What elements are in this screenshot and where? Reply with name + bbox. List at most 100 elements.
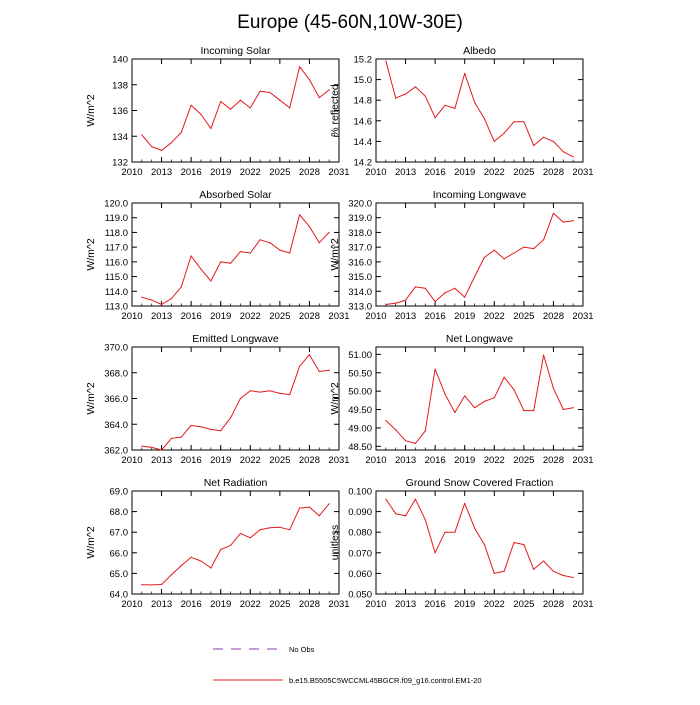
data-point-incoming-longwave xyxy=(395,302,397,304)
x-tick-label-net-longwave: 2010 xyxy=(365,455,386,466)
series-line-ground-snow-covered-fraction xyxy=(385,498,574,578)
x-tick-label-net-radiation: 2013 xyxy=(151,599,172,610)
y-axis-label-incoming-solar: W/m^2 xyxy=(85,94,97,127)
data-point-emitted-longwave xyxy=(318,370,320,373)
x-tick-label-net-longwave: 2022 xyxy=(484,455,505,466)
data-point-ground-snow-covered-fraction xyxy=(572,576,574,579)
data-point-ground-snow-covered-fraction xyxy=(552,570,555,572)
data-point-emitted-longwave xyxy=(210,428,212,430)
data-point-incoming-longwave xyxy=(454,287,456,289)
data-point-incoming-longwave xyxy=(483,256,486,259)
data-point-net-longwave xyxy=(503,376,505,378)
data-point-incoming-longwave xyxy=(552,212,555,214)
y-tick-label-net-longwave: 48.50 xyxy=(348,442,372,453)
x-tick-label-absorbed-solar: 2010 xyxy=(121,311,142,322)
data-point-absorbed-solar xyxy=(298,214,301,216)
data-point-absorbed-solar xyxy=(279,249,281,251)
x-tick-label-emitted-longwave: 2016 xyxy=(181,455,202,466)
plot-frame-ground-snow-covered-fraction xyxy=(375,490,584,595)
data-point-incoming-longwave xyxy=(404,299,407,301)
data-point-ground-snow-covered-fraction xyxy=(473,527,476,529)
x-tick-label-ground-snow-covered-fraction: 2031 xyxy=(572,599,593,610)
x-tick-label-incoming-longwave: 2010 xyxy=(365,311,386,322)
data-point-absorbed-solar xyxy=(200,268,202,270)
y-tick-label-incoming-solar: 136 xyxy=(112,106,128,117)
y-tick-label-absorbed-solar: 119.0 xyxy=(105,213,128,224)
data-point-absorbed-solar xyxy=(259,239,261,241)
plot-frame-incoming-longwave xyxy=(375,202,584,307)
data-point-incoming-solar xyxy=(239,99,242,101)
data-point-incoming-solar xyxy=(210,127,212,130)
data-point-incoming-solar xyxy=(318,97,320,99)
data-point-incoming-longwave xyxy=(444,292,446,294)
data-point-ground-snow-covered-fraction xyxy=(523,543,525,546)
x-tick-label-ground-snow-covered-fraction: 2025 xyxy=(513,599,534,610)
x-tick-label-albedo: 2028 xyxy=(543,167,564,178)
data-point-net-longwave xyxy=(434,368,436,370)
plot-frame-absorbed-solar xyxy=(131,202,340,307)
data-point-absorbed-solar xyxy=(289,252,291,254)
y-axis-label-net-longwave: W/m^2 xyxy=(329,382,341,415)
data-point-net-radiation xyxy=(328,503,330,505)
x-tick-label-absorbed-solar: 2028 xyxy=(299,311,320,322)
y-tick-label-absorbed-solar: 118.0 xyxy=(105,228,128,239)
data-point-absorbed-solar xyxy=(269,242,271,244)
panel-net-radiation: Net Radiation W/m^2 2010 2013 2016 2019 2022 20… xyxy=(85,477,350,610)
x-tick-label-incoming-solar: 2025 xyxy=(269,167,290,178)
series-line-incoming-solar xyxy=(141,66,330,151)
data-point-albedo xyxy=(572,156,574,158)
data-point-absorbed-solar xyxy=(308,225,311,228)
data-point-net-radiation xyxy=(298,507,301,509)
x-tick-label-albedo: 2025 xyxy=(513,167,534,178)
data-point-incoming-solar xyxy=(308,79,311,81)
y-tick-label-net-radiation: 65.0 xyxy=(110,569,129,580)
data-point-ground-snow-covered-fraction xyxy=(404,515,407,517)
data-point-emitted-longwave xyxy=(298,365,301,367)
data-point-absorbed-solar xyxy=(180,286,182,288)
data-point-net-longwave xyxy=(414,442,417,444)
y-tick-label-incoming-longwave: 313.0 xyxy=(348,302,372,313)
data-point-emitted-longwave xyxy=(269,390,271,392)
x-tick-label-ground-snow-covered-fraction: 2019 xyxy=(454,599,475,610)
y-tick-label-absorbed-solar: 113.0 xyxy=(105,302,128,313)
x-tick-label-emitted-longwave: 2022 xyxy=(240,455,261,466)
data-point-incoming-solar xyxy=(200,113,202,115)
x-tick-label-net-longwave: 2019 xyxy=(454,455,475,466)
x-tick-label-incoming-longwave: 2019 xyxy=(454,311,475,322)
data-point-albedo xyxy=(464,72,466,75)
x-tick-label-net-radiation: 2019 xyxy=(210,599,231,610)
data-point-albedo xyxy=(404,93,407,95)
data-point-incoming-longwave xyxy=(473,275,476,278)
data-point-incoming-longwave xyxy=(424,287,426,289)
data-point-incoming-solar xyxy=(151,145,153,148)
x-tick-label-incoming-solar: 2010 xyxy=(121,167,142,178)
panel-title-net-longwave: Net Longwave xyxy=(446,333,513,345)
y-tick-label-emitted-longwave: 370.0 xyxy=(104,343,128,354)
y-tick-label-ground-snow-covered-fraction: 0.050 xyxy=(348,590,372,601)
x-tick-label-incoming-longwave: 2028 xyxy=(543,311,564,322)
x-tick-label-incoming-solar: 2031 xyxy=(328,167,349,178)
data-point-net-radiation xyxy=(190,556,192,558)
y-tick-label-emitted-longwave: 364.0 xyxy=(104,420,128,431)
data-point-albedo xyxy=(562,151,564,153)
x-tick-label-net-radiation: 2028 xyxy=(299,599,320,610)
data-point-ground-snow-covered-fraction xyxy=(414,498,417,500)
x-tick-label-incoming-longwave: 2013 xyxy=(395,311,416,322)
data-point-albedo xyxy=(523,121,525,123)
y-tick-label-net-longwave: 51.00 xyxy=(348,350,372,361)
y-tick-label-albedo: 15.0 xyxy=(354,75,373,86)
data-point-emitted-longwave xyxy=(239,397,242,400)
y-tick-label-absorbed-solar: 114.0 xyxy=(105,287,128,298)
data-point-net-radiation xyxy=(151,584,153,586)
data-point-ground-snow-covered-fraction xyxy=(454,531,456,533)
data-point-net-radiation xyxy=(269,527,271,529)
y-tick-label-albedo: 14.8 xyxy=(354,96,373,107)
data-point-albedo xyxy=(414,86,417,88)
data-point-ground-snow-covered-fraction xyxy=(464,502,466,504)
x-tick-label-net-longwave: 2031 xyxy=(572,455,593,466)
x-tick-label-emitted-longwave: 2010 xyxy=(121,455,142,466)
data-point-incoming-longwave xyxy=(562,221,564,223)
x-tick-label-absorbed-solar: 2016 xyxy=(181,311,202,322)
x-tick-label-emitted-longwave: 2019 xyxy=(210,455,231,466)
